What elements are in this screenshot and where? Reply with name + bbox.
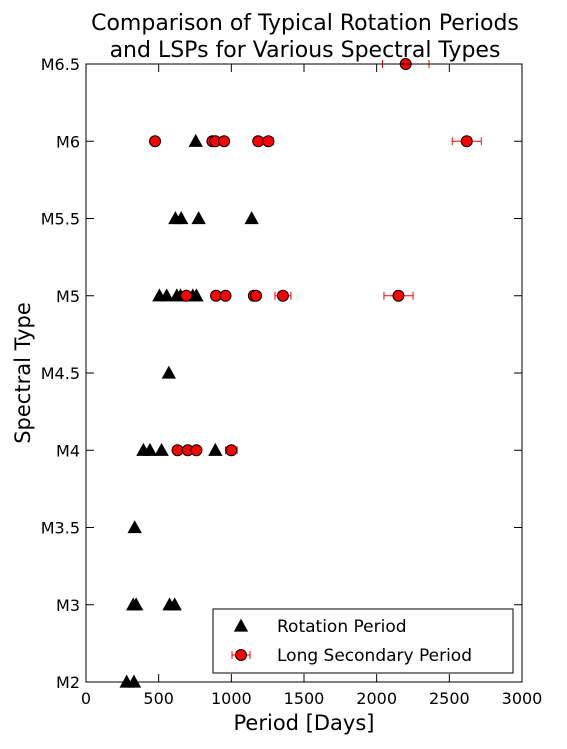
rotation-period-point [128, 597, 144, 611]
legend-rotation-marker [233, 618, 249, 632]
x-tick-label: 2000 [356, 689, 397, 708]
lsp-point [180, 289, 193, 302]
legend-lsp-label: Long Secondary Period [277, 646, 472, 666]
rotation-period-point [167, 597, 182, 611]
rotation-period-point [244, 211, 259, 225]
rotation-period-point [208, 442, 223, 456]
x-tick-label: 1000 [211, 689, 252, 708]
y-tick-label: M2 [56, 673, 80, 692]
lsp-point [460, 135, 473, 148]
y-tick-label: M4.5 [41, 364, 80, 383]
lsp-point [218, 135, 231, 148]
legend-box [212, 608, 514, 674]
x-axis-label: Period [Days] [234, 711, 375, 735]
y-tick-label: M3.5 [41, 519, 80, 538]
y-tick-label: M3 [56, 596, 80, 615]
rotation-period-point [191, 211, 206, 225]
rotation-period-point [174, 211, 189, 225]
lsp-point [171, 444, 184, 457]
y-tick-label: M6.5 [41, 55, 80, 74]
chart-title-line: and LSPs for Various Spectral Types [110, 38, 501, 63]
rotation-period-point [126, 674, 142, 688]
lsp-point [392, 289, 405, 302]
lsp-point [252, 135, 265, 148]
chart-title-line: Comparison of Typical Rotation Periods [91, 11, 519, 36]
y-axis-label: Spectral Type [11, 302, 35, 444]
lsp-point [250, 289, 263, 302]
rotation-period-point [154, 442, 169, 456]
rotation-period-point [142, 442, 158, 456]
lsp-point [225, 444, 238, 457]
chart-title: Comparison of Typical Rotation Periodsan… [91, 11, 519, 63]
axis-ticks: 0 500 1000 1500 2000 2500 3000 M2 M3 M3.5 M4 M4.5 M5… [41, 55, 543, 708]
legend: Rotation Period Long Secondary Period [212, 608, 514, 674]
lsp-point [276, 289, 289, 302]
rotation-period-point [161, 365, 177, 379]
lsp-point [190, 444, 203, 457]
lsp-point [149, 135, 162, 148]
rotation-period-point [188, 133, 203, 147]
y-tick-label: M5 [56, 287, 80, 306]
lsp-point [262, 135, 275, 148]
legend-lsp-marker [235, 649, 247, 661]
x-tick-label: 1500 [284, 689, 325, 708]
rotation-period-point [127, 520, 142, 534]
y-tick-label: M5.5 [41, 210, 80, 229]
x-tick-label: 2500 [429, 689, 470, 708]
plot-frame [85, 63, 523, 683]
x-tick-label: 3000 [502, 689, 543, 708]
rotation-period-point [159, 288, 174, 302]
rotation-period-point [189, 288, 204, 302]
y-tick-label: M4 [56, 441, 80, 460]
plot-area [119, 58, 482, 688]
y-tick-label: M6 [56, 132, 80, 151]
legend-rotation-label: Rotation Period [277, 617, 407, 637]
lsp-point [219, 289, 232, 302]
x-tick-label: 0 [81, 689, 91, 708]
x-tick-label: 500 [143, 689, 174, 708]
